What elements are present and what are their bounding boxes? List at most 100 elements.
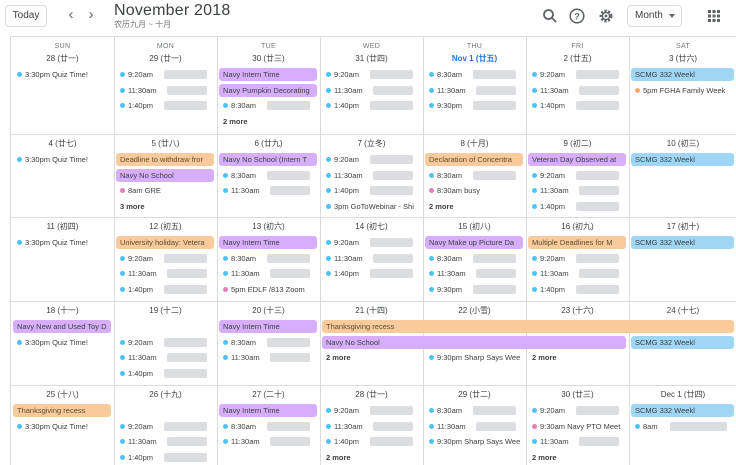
all-day-event[interactable]: SCMG 332 Weekl (631, 335, 734, 349)
event-chip[interactable]: 11:30am (322, 420, 421, 433)
day-number[interactable]: 25 (十八) (46, 390, 79, 399)
event-chip[interactable]: 1:40pm (528, 99, 627, 112)
all-day-event[interactable]: Navy Make up Picture Da (425, 236, 523, 249)
event-chip[interactable]: 11:30am (219, 351, 318, 364)
all-day-event[interactable]: Multiple Deadlines for M (528, 236, 626, 249)
more-events-link[interactable]: 2 more (223, 116, 248, 126)
all-day-event[interactable]: Navy No School (116, 168, 214, 182)
day-number[interactable]: Dec 1 (廿四) (660, 390, 706, 399)
all-day-event[interactable]: Navy Intern Time (219, 404, 317, 417)
all-day-event[interactable]: SCMG 332 Weekl (631, 404, 734, 417)
event-chip[interactable]: 9:20am (322, 68, 421, 81)
more-events-link[interactable]: 2 more (326, 353, 351, 362)
all-day-event[interactable]: Navy Intern Time (219, 68, 317, 81)
event-chip[interactable]: 11:30am (322, 169, 421, 182)
multi-day-event[interactable]: Navy No School (322, 335, 626, 349)
more-events-link[interactable]: 2 more (429, 201, 454, 211)
all-day-event[interactable]: Thanksgiving recess (13, 404, 111, 417)
day-number[interactable]: 13 (初六) (252, 222, 285, 231)
event-chip[interactable]: 8:30am (425, 252, 524, 265)
event-chip[interactable]: 3:30pm Quiz Time! (13, 68, 112, 81)
more-events-link[interactable]: 2 more (326, 452, 351, 462)
event-chip[interactable]: 1:40pm (322, 267, 421, 280)
chevron-left-icon[interactable]: ‹ (68, 6, 74, 23)
event-chip[interactable]: 8:30am (219, 169, 318, 182)
event-chip[interactable]: 1:40pm (116, 451, 215, 464)
day-number[interactable]: 29 (廿一) (149, 54, 182, 63)
event-chip[interactable]: 8:30am (219, 99, 318, 112)
day-number[interactable]: 29 (廿二) (458, 390, 491, 399)
event-chip[interactable]: 1:40pm (528, 200, 627, 213)
day-number[interactable]: 10 (初三) (666, 139, 700, 148)
all-day-event[interactable]: Declaration of Concentra (425, 153, 523, 166)
all-day-event[interactable]: Navy Intern Time (219, 320, 317, 333)
event-chip[interactable]: 9:20am (116, 420, 215, 433)
event-chip[interactable]: 11:30am (425, 267, 524, 280)
event-chip[interactable]: 8:30am (425, 404, 524, 417)
event-chip[interactable]: 11:30am (219, 435, 318, 448)
day-number[interactable]: 28 (廿一) (355, 390, 388, 399)
search-icon[interactable] (541, 7, 559, 25)
day-number[interactable]: 27 (二十) (252, 390, 285, 399)
day-number[interactable]: 2 (廿五) (563, 54, 592, 63)
event-chip[interactable]: 1:40pm (116, 367, 215, 380)
all-day-event[interactable]: Deadline to withdraw fror (116, 153, 214, 166)
day-number[interactable]: 7 (立冬) (357, 139, 386, 148)
all-day-event[interactable]: SCMG 332 Weekl (631, 68, 734, 81)
settings-icon[interactable] (597, 7, 615, 25)
event-chip[interactable]: 3:30pm Quiz Time! (13, 236, 112, 249)
event-chip[interactable]: 3:30pm Quiz Time! (13, 420, 112, 433)
day-number[interactable]: 23 (十六) (561, 306, 594, 315)
day-number[interactable]: 28 (廿一) (46, 54, 79, 63)
all-day-event[interactable]: University holiday: Vetera (116, 236, 214, 249)
event-chip[interactable]: 1:40pm (116, 99, 215, 112)
event-chip[interactable]: 3:30pm Quiz Time! (13, 153, 112, 166)
event-chip[interactable]: 11:30am (528, 267, 627, 280)
day-number[interactable]: 5 (廿八) (151, 139, 180, 148)
day-number[interactable]: 31 (廿四) (355, 54, 388, 63)
event-chip[interactable]: 5pm EDLF /813 Zoom (219, 283, 318, 296)
event-chip[interactable]: 9:20am (322, 153, 421, 166)
event-chip[interactable]: 11:30am (322, 252, 421, 265)
event-chip[interactable]: 1:40pm (528, 283, 627, 296)
all-day-event[interactable]: SCMG 332 Weekl (631, 236, 734, 249)
event-chip[interactable]: 11:30am (219, 267, 318, 280)
event-chip[interactable]: 1:40pm (322, 99, 421, 112)
event-chip[interactable]: 11:30am (322, 84, 421, 97)
more-events-link[interactable]: 2 more (532, 452, 557, 462)
event-chip[interactable]: 11:30am (116, 435, 215, 448)
chevron-right-icon[interactable]: › (88, 6, 94, 23)
all-day-event[interactable]: Navy New and Used Toy D (13, 320, 111, 333)
event-chip[interactable]: 9:30pm (425, 283, 524, 296)
day-number[interactable]: 26 (十九) (149, 390, 182, 399)
event-chip[interactable]: 9:30pm Sharp Says Wee (425, 435, 524, 448)
day-number[interactable]: 19 (十二) (149, 306, 182, 315)
day-number[interactable]: 14 (初七) (355, 222, 388, 231)
all-day-event[interactable]: Navy No School (Intern T (219, 153, 317, 166)
event-chip[interactable]: 1:40pm (116, 283, 215, 296)
event-chip[interactable]: 11:30am (528, 435, 627, 448)
event-chip[interactable]: 9:30pm Sharp Says Wee (425, 351, 524, 364)
day-cell[interactable] (11, 37, 114, 134)
day-number[interactable]: 21 (十四) (355, 306, 388, 315)
day-number[interactable]: 12 (初五) (149, 222, 182, 231)
day-number[interactable]: 20 (十三) (252, 306, 285, 315)
all-day-event[interactable]: Navy Intern Time (219, 236, 317, 249)
apps-grid-icon[interactable] (705, 7, 723, 25)
day-number[interactable]: 17 (初十) (666, 222, 700, 231)
event-chip[interactable]: 9:20am (116, 336, 215, 349)
event-chip[interactable]: 1:40pm (322, 184, 421, 197)
event-chip[interactable]: 11:30am (219, 184, 318, 197)
all-day-event[interactable]: Navy Pumpkin Decorating (219, 83, 317, 97)
day-number[interactable]: 30 (廿三) (252, 54, 285, 63)
day-number[interactable]: 22 (小雪) (458, 306, 491, 315)
event-chip[interactable]: 9:20am (116, 68, 215, 81)
day-number[interactable]: 3 (廿六) (669, 54, 697, 63)
event-chip[interactable]: 8:30am (219, 336, 318, 349)
event-chip[interactable]: 11:30am (528, 84, 627, 97)
view-select[interactable]: Month (627, 5, 682, 27)
more-events-link[interactable]: 3 more (120, 201, 145, 211)
event-chip[interactable]: 9:20am (528, 252, 627, 265)
event-chip[interactable]: 8am GRE (116, 184, 215, 197)
event-chip[interactable]: 11:30am (116, 351, 215, 364)
